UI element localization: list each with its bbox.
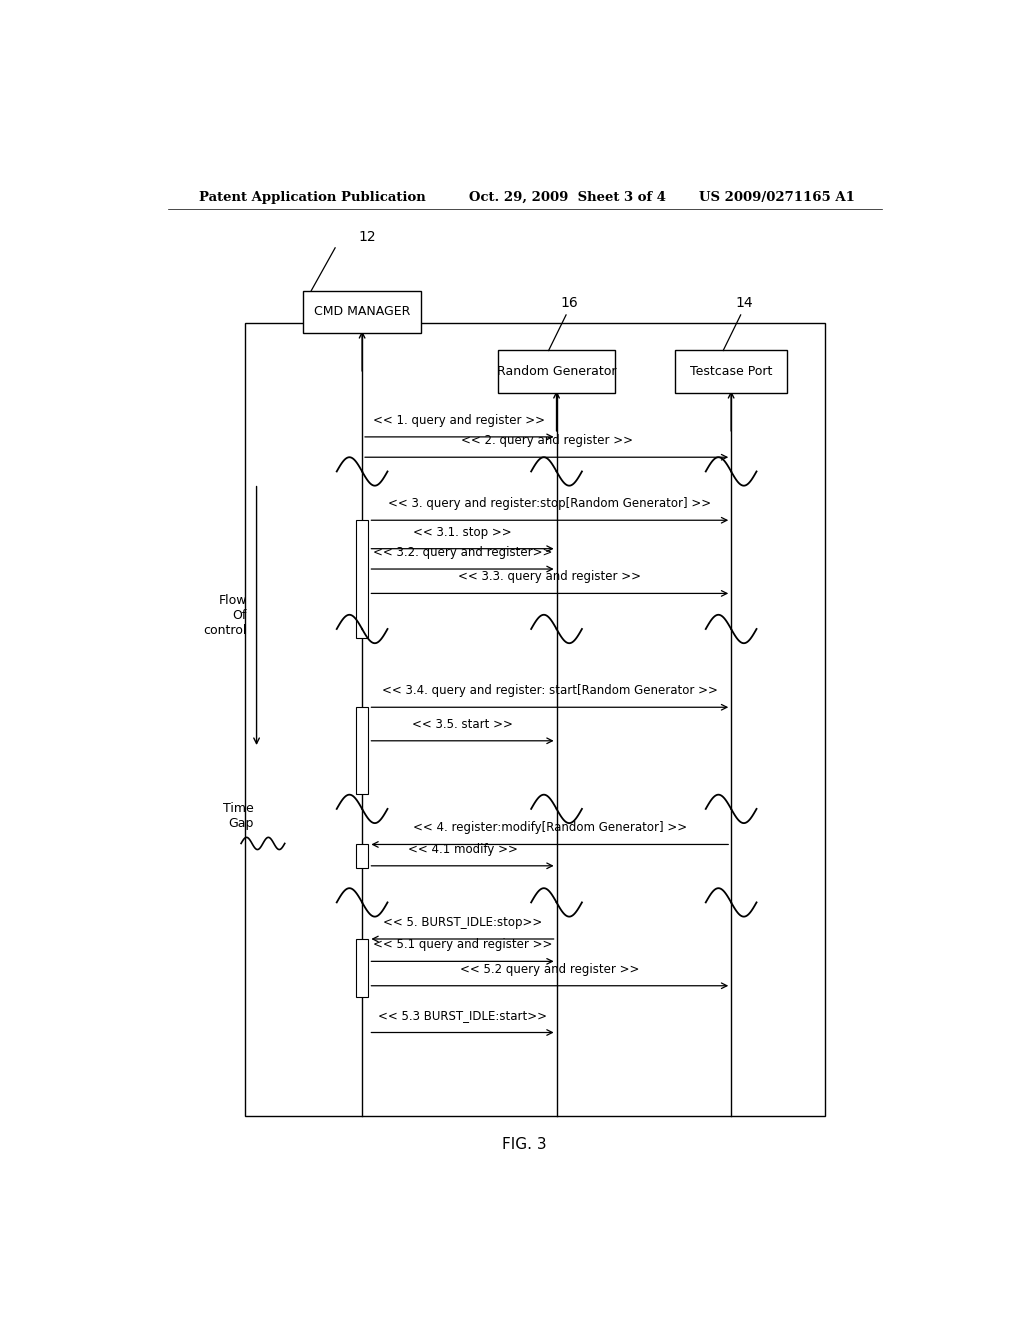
Text: << 3.1. stop >>: << 3.1. stop >> bbox=[414, 525, 512, 539]
Text: 14: 14 bbox=[735, 296, 753, 310]
Bar bbox=[303, 290, 421, 333]
Text: << 3.3. query and register >>: << 3.3. query and register >> bbox=[459, 570, 641, 583]
Bar bbox=[355, 520, 369, 638]
Bar bbox=[355, 845, 369, 867]
Text: << 3.4. query and register: start[Random Generator >>: << 3.4. query and register: start[Random… bbox=[382, 684, 718, 697]
Text: Time
Gap: Time Gap bbox=[222, 803, 253, 830]
Text: Random Generator: Random Generator bbox=[497, 366, 616, 379]
Text: US 2009/0271165 A1: US 2009/0271165 A1 bbox=[699, 190, 855, 203]
Text: << 3.5. start >>: << 3.5. start >> bbox=[412, 718, 513, 731]
Text: << 4.1 modify >>: << 4.1 modify >> bbox=[408, 842, 517, 855]
Text: << 2. query and register >>: << 2. query and register >> bbox=[461, 434, 633, 447]
Text: FIG. 3: FIG. 3 bbox=[503, 1137, 547, 1152]
Text: << 5.1 query and register >>: << 5.1 query and register >> bbox=[373, 939, 552, 952]
Bar bbox=[498, 351, 615, 393]
Text: Oct. 29, 2009  Sheet 3 of 4: Oct. 29, 2009 Sheet 3 of 4 bbox=[469, 190, 667, 203]
Text: 16: 16 bbox=[560, 296, 579, 310]
Text: << 3.2. query and register>>: << 3.2. query and register>> bbox=[373, 546, 552, 558]
Text: Testcase Port: Testcase Port bbox=[690, 366, 772, 379]
Text: Flow
Of
control: Flow Of control bbox=[204, 594, 247, 638]
Text: << 1. query and register >>: << 1. query and register >> bbox=[374, 413, 546, 426]
Text: CMD MANAGER: CMD MANAGER bbox=[314, 305, 411, 318]
Bar bbox=[246, 323, 824, 1115]
Bar bbox=[355, 939, 369, 997]
Text: << 5.3 BURST_IDLE:start>>: << 5.3 BURST_IDLE:start>> bbox=[378, 1010, 547, 1022]
Text: 12: 12 bbox=[358, 230, 376, 244]
Text: << 3. query and register:stop[Random Generator] >>: << 3. query and register:stop[Random Gen… bbox=[388, 498, 712, 510]
Text: Patent Application Publication: Patent Application Publication bbox=[200, 190, 426, 203]
Text: << 5.2 query and register >>: << 5.2 query and register >> bbox=[460, 962, 639, 975]
Text: << 5. BURST_IDLE:stop>>: << 5. BURST_IDLE:stop>> bbox=[383, 916, 542, 929]
Bar bbox=[675, 351, 787, 393]
Bar bbox=[355, 708, 369, 793]
Text: << 4. register:modify[Random Generator] >>: << 4. register:modify[Random Generator] … bbox=[413, 821, 687, 834]
